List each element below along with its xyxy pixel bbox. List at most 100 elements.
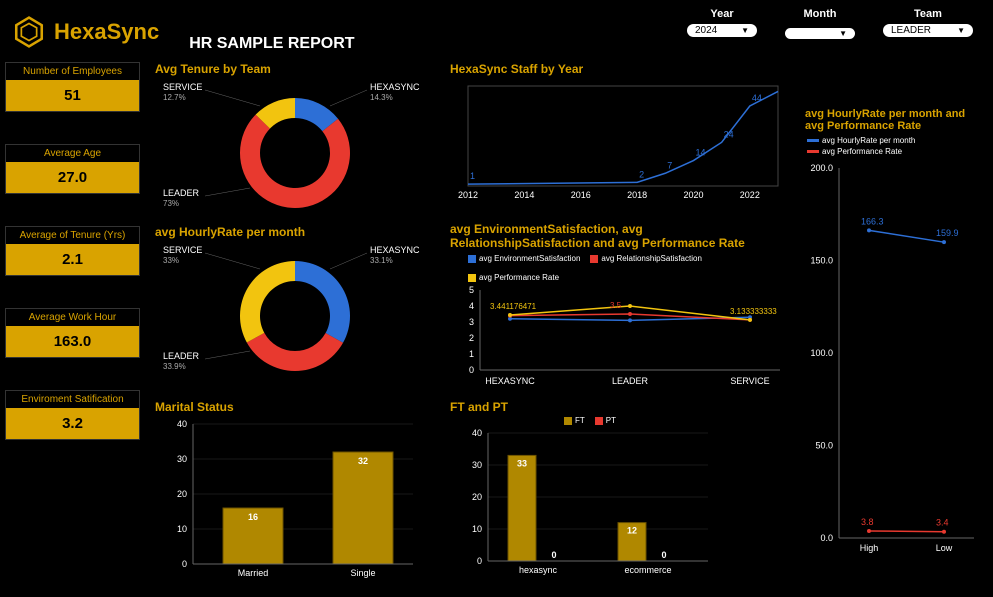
svg-text:HEXASYNC: HEXASYNC [485,376,535,386]
svg-text:2016: 2016 [571,190,591,200]
svg-text:3.8: 3.8 [861,517,874,527]
svg-text:2018: 2018 [627,190,647,200]
kpi-value: 51 [6,80,139,111]
svg-text:44: 44 [752,93,762,103]
svg-text:20: 20 [177,489,187,499]
svg-text:20: 20 [472,492,482,502]
svg-text:0: 0 [661,550,666,560]
brand-name: HexaSync [54,19,159,45]
svg-text:LEADER: LEADER [612,376,649,386]
filter-team-label: Team [883,8,973,20]
chart-title: avg EnvironmentSatisfaction, avg Relatio… [450,222,780,250]
svg-text:0: 0 [182,559,187,569]
svg-text:12: 12 [627,526,637,536]
svg-text:2012: 2012 [458,190,478,200]
chart-title: HexaSync Staff by Year [450,62,790,76]
svg-text:150.0: 150.0 [810,256,833,266]
kpi-card: Average Work Hour163.0 [5,308,140,358]
kpi-value: 3.2 [6,408,139,439]
chevron-down-icon: ▼ [839,29,847,38]
svg-text:0: 0 [469,365,474,375]
kpi-title: Number of Employees [6,63,139,80]
chart-title: FT and PT [450,400,730,414]
kpi-card: Enviroment Satification3.2 [5,390,140,440]
filter-month-label: Month [785,8,855,20]
kpi-card: Average of Tenure (Yrs)2.1 [5,226,140,276]
svg-text:3.4: 3.4 [936,518,949,528]
svg-text:0: 0 [477,556,482,566]
hex-icon [12,15,46,49]
svg-text:30: 30 [472,460,482,470]
svg-text:SERVICE: SERVICE [163,245,202,255]
kpi-title: Average Work Hour [6,309,139,326]
svg-text:0: 0 [551,550,556,560]
svg-text:166.3: 166.3 [861,216,884,226]
svg-text:16: 16 [248,512,258,522]
svg-text:33%: 33% [163,256,179,265]
svg-text:33.1%: 33.1% [370,256,393,265]
chevron-down-icon: ▼ [957,26,965,35]
svg-text:hexasync: hexasync [519,565,558,575]
svg-text:159.9: 159.9 [936,228,959,238]
kpi-title: Average of Tenure (Yrs) [6,227,139,244]
svg-text:3.133333333: 3.133333333 [730,307,777,316]
chart-title: avg HourlyRate per month [155,225,435,239]
chart-avg-hourlyrate: avg HourlyRate per month SERVICE33%HEXAS… [155,225,435,395]
svg-text:10: 10 [472,524,482,534]
kpi-card: Average Age27.0 [5,144,140,194]
svg-text:HEXASYNC: HEXASYNC [370,82,420,92]
svg-text:4: 4 [469,301,474,311]
chart-avg-tenure-team: Avg Tenure by Team SERVICE12.7% HEXASYNC1… [155,62,435,222]
page-title: HR SAMPLE REPORT [189,35,354,55]
brand-logo: HexaSync [12,15,159,49]
svg-text:50.0: 50.0 [815,441,833,451]
chart-marital-status: Marital Status 01020304016Married32Singl… [155,400,435,590]
kpi-value: 27.0 [6,162,139,193]
filter-team-select[interactable]: LEADER▼ [883,24,973,37]
svg-text:ecommerce: ecommerce [624,565,671,575]
svg-text:200.0: 200.0 [810,163,833,173]
svg-text:14: 14 [695,148,705,158]
svg-text:Single: Single [350,568,375,578]
svg-text:14.3%: 14.3% [370,93,393,102]
chart-ft-pt: FT and PT FTPT 0 10 20 30 40 33 0 hexasync 12 0 ec… [450,400,730,590]
kpi-card: Number of Employees51 [5,62,140,112]
svg-text:3: 3 [469,317,474,327]
svg-text:33.9%: 33.9% [163,362,186,371]
svg-text:SERVICE: SERVICE [163,82,202,92]
chart-title: Avg Tenure by Team [155,62,435,76]
filter-team: Team LEADER▼ [883,8,973,39]
svg-text:2014: 2014 [514,190,534,200]
chart-hourlyrate-performance: avg HourlyRate per month and avg Perform… [805,108,985,578]
chart-legend: avg EnvironmentSatisfactionavg Relations… [468,254,790,282]
filter-month: Month ▼ [785,8,855,39]
svg-text:33: 33 [517,458,527,468]
filter-year-select[interactable]: 2024▼ [687,24,757,37]
chart-staff-by-year: HexaSync Staff by Year 2012 2014 2016 2018 2… [450,62,790,207]
svg-text:LEADER: LEADER [163,188,200,198]
svg-text:2: 2 [469,333,474,343]
svg-text:24: 24 [724,129,734,139]
filter-year-label: Year [687,8,757,20]
svg-text:2022: 2022 [740,190,760,200]
svg-text:Low: Low [936,543,953,553]
svg-text:12.7%: 12.7% [163,93,186,102]
filter-month-select[interactable]: ▼ [785,28,855,39]
chevron-down-icon: ▼ [741,26,749,35]
svg-text:10: 10 [177,524,187,534]
kpi-column: Number of Employees51 Average Age27.0 Aver… [5,62,140,440]
svg-text:1: 1 [470,171,475,181]
svg-text:7: 7 [667,160,672,170]
svg-text:40: 40 [472,428,482,438]
filter-year: Year 2024▼ [687,8,757,39]
svg-text:1: 1 [469,349,474,359]
kpi-title: Enviroment Satification [6,391,139,408]
chart-legend: FTPT [450,416,730,425]
chart-satisfaction: avg EnvironmentSatisfaction, avg Relatio… [450,222,790,392]
svg-text:30: 30 [177,454,187,464]
svg-text:2: 2 [639,169,644,179]
svg-text:3.5: 3.5 [610,301,622,310]
kpi-value: 2.1 [6,244,139,275]
svg-text:100.0: 100.0 [810,348,833,358]
svg-text:40: 40 [177,419,187,429]
